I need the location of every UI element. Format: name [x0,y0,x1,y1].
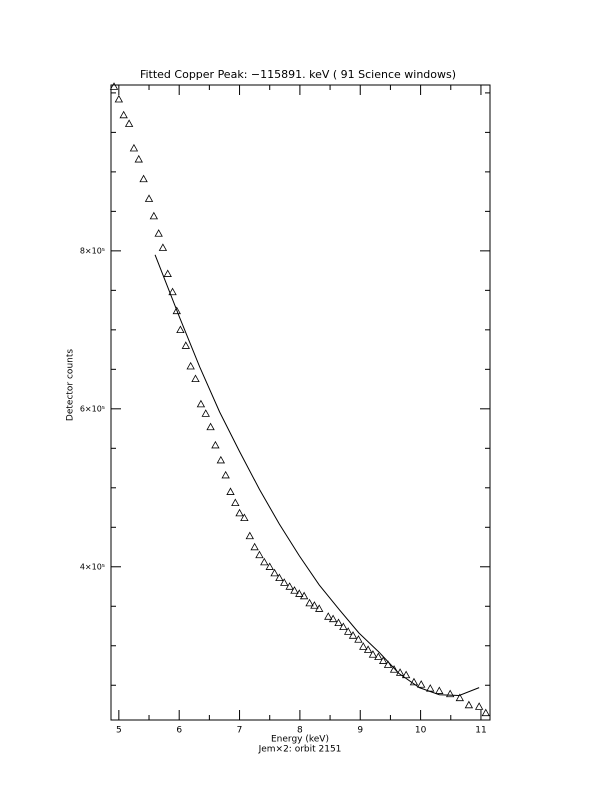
data-point [144,194,154,202]
data-point [260,557,269,566]
data-point [240,513,249,522]
data-point [474,702,484,710]
x-tick-label: 6 [176,726,182,736]
data-point [368,650,378,658]
data-point [417,680,426,688]
data-point [265,562,274,570]
data-point [235,508,244,517]
data-point [435,686,444,694]
data-point [445,689,455,698]
data-point [315,604,324,612]
data-point [324,612,333,620]
data-point [290,586,299,594]
data-point [299,591,309,600]
data-point [363,645,373,653]
data-point [154,229,163,237]
x-tick-label: 8 [297,726,303,736]
data-point [129,143,139,152]
data-point [176,325,185,334]
data-point [401,670,411,679]
data-point [231,498,240,507]
x-tick-label: 7 [237,726,243,736]
data-point [334,618,343,627]
data-point [280,578,289,586]
y-tick-label: 4×10⁵ [80,562,105,571]
data-point [374,652,383,661]
data-point [359,642,368,650]
data-point [114,94,124,103]
data-point [481,708,490,717]
y-tick-label: 6×10⁵ [80,404,105,413]
data-point [186,361,195,370]
plot-frame [110,84,491,721]
data-point [181,341,191,349]
data-point [149,211,159,220]
data-point [211,440,220,449]
data-point [201,409,210,417]
data-point [206,422,215,431]
data-point [250,542,259,551]
data-point [328,614,338,623]
data-point [216,455,226,464]
data-point [119,110,128,119]
data-point [270,568,279,577]
data-point [305,598,314,607]
y-axis-label: Detector counts [66,349,76,421]
subtitle: Jem×2: orbit 2151 [258,745,342,755]
data-point [191,374,200,383]
data-point [379,656,388,664]
data-point [285,582,294,590]
data-point [295,589,304,597]
data-point [354,635,363,643]
fit-line [154,254,480,697]
data-point [134,154,143,163]
data-point [221,470,230,479]
data-point [409,677,419,686]
x-tick-label: 5 [116,726,122,736]
x-tick-label: 10 [415,726,427,736]
data-point [464,700,474,709]
y-tick-label: 8×10⁵ [80,246,105,255]
data-point [348,631,358,639]
data-point [389,665,399,673]
data-point [255,550,264,559]
data-point [168,287,177,296]
data-point [275,573,284,582]
data-point [109,82,119,90]
data-point [245,531,254,540]
data-point [343,627,353,635]
data-point [158,243,168,251]
data-point [310,601,319,609]
data-point [196,399,206,408]
data-point [124,119,134,127]
data-point [163,269,172,277]
data-point [139,174,148,183]
chart-title: Fitted Copper Peak: −115891. keV ( 91 Sc… [140,68,456,81]
x-axis-label: Energy (keV) [271,735,329,745]
data-point [455,693,465,702]
data-point [226,487,235,495]
data-point [172,306,181,315]
x-tick-label: 11 [475,726,486,736]
data-point [339,622,348,631]
x-tick-label: 9 [357,726,363,736]
